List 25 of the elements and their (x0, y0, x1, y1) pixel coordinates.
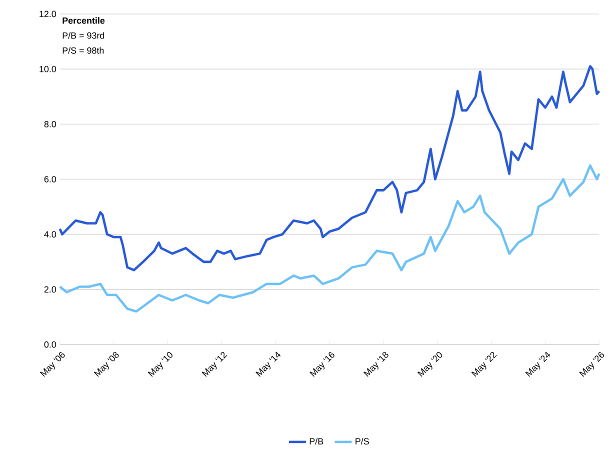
y-tick-label: 6.0 (44, 176, 56, 182)
y-tick-label: 0.0 (44, 341, 56, 348)
x-tick-label: May '18 (363, 352, 388, 377)
x-tick-label: May '14 (256, 352, 281, 377)
y-tick-label: 4.0 (44, 230, 56, 238)
line-series (58, 64, 600, 272)
x-tick-label: May '12 (202, 352, 228, 377)
y-tick-label: 8.0 (44, 120, 56, 128)
x-tick-label: May '10 (148, 352, 172, 377)
x-tick-label: May '26 (579, 352, 604, 377)
x-tick-label: May '22 (471, 352, 497, 377)
x-tick-label: May '16 (310, 352, 334, 377)
legend-label: P/S (356, 438, 369, 444)
y-tick-label: 2.0 (44, 286, 56, 292)
x-tick-label: May '06 (40, 352, 65, 377)
x-tick-label: May '20 (417, 352, 442, 377)
legend-label: P/B (310, 438, 324, 444)
annotation: P/B = 93rd (62, 32, 104, 39)
y-tick-label: 10.0 (40, 66, 56, 72)
annotation: P/S = 98th (62, 46, 104, 54)
y-tick-label: 12.0 (40, 10, 56, 17)
line-series (58, 164, 600, 312)
x-tick-label: May '24 (525, 352, 550, 377)
annotation: Percentile (62, 16, 105, 24)
x-tick-label: May '08 (94, 352, 119, 377)
